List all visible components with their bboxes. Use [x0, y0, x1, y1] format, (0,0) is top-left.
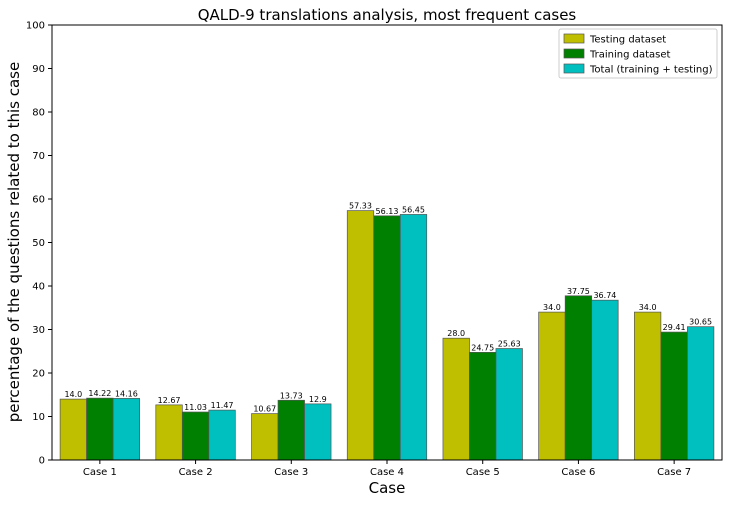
bar	[564, 295, 593, 461]
x-tick-label: Case 1	[83, 467, 117, 478]
x-tick-label: Case 5	[466, 467, 500, 478]
y-tick-label: 0	[39, 456, 45, 467]
bar-value-label: 30.65	[689, 318, 712, 327]
y-tick-label: 70	[32, 151, 45, 162]
bar	[687, 326, 715, 461]
bar-value-label: 29.41	[663, 323, 686, 332]
y-tick-label: 40	[32, 282, 45, 293]
y-tick-label: 30	[32, 325, 45, 336]
y-tick-label: 80	[32, 108, 45, 119]
bar	[181, 411, 210, 461]
bar-value-label: 13.73	[280, 391, 303, 400]
bar-value-label: 24.75	[471, 343, 494, 352]
bar-value-label: 34.0	[639, 303, 657, 312]
legend-label: Testing dataset	[589, 35, 666, 46]
legend-label: Total (training + testing)	[589, 65, 713, 76]
bar-value-label: 57.33	[349, 202, 372, 211]
legend-box	[558, 28, 718, 79]
plot-area: 14.0 12.67 10.67 57.33 28.0 34.0 34.0 14.22 11.0…	[26, 21, 723, 478]
bar	[59, 398, 87, 461]
bar	[346, 210, 375, 461]
y-tick-label: 20	[32, 369, 45, 380]
x-tick-label: Case 2	[179, 467, 213, 478]
bar-value-label: 28.0	[447, 329, 465, 338]
bar	[86, 397, 114, 461]
bar	[373, 215, 401, 461]
x-tick-label: Case 7	[657, 467, 691, 478]
bar-value-label: 25.63	[498, 340, 521, 349]
y-tick-label: 100	[26, 21, 45, 32]
bar	[591, 299, 619, 461]
x-tick-label: Case 4	[370, 467, 404, 478]
bar-value-label: 14.0	[64, 390, 82, 399]
bar-value-label: 12.9	[309, 395, 327, 404]
x-axis-label: Case	[369, 479, 406, 497]
bar-value-label: 34.0	[543, 303, 561, 312]
bar-value-label: 11.03	[184, 403, 207, 412]
legend-swatch	[563, 48, 585, 59]
bar-value-label: 56.13	[376, 207, 399, 216]
bar	[277, 399, 305, 461]
bar-value-label: 14.22	[88, 389, 111, 398]
x-tick-label: Case 6	[561, 467, 595, 478]
bar	[399, 214, 428, 461]
y-tick-label: 50	[32, 238, 45, 249]
bar-value-label: 10.67	[253, 405, 276, 414]
x-tick-label: Case 3	[274, 467, 308, 478]
bar-value-label: 36.74	[593, 291, 616, 300]
y-tick-label: 90	[32, 64, 45, 75]
chart-title: QALD-9 translations analysis, most frequ…	[198, 6, 577, 24]
bar	[208, 409, 236, 461]
bar-value-label: 14.16	[115, 389, 138, 398]
y-tick-label: 10	[32, 412, 45, 423]
y-axis-label: percentage of the questions related to t…	[5, 62, 23, 422]
bar	[112, 398, 140, 461]
legend-label: Training dataset	[589, 50, 671, 61]
bar	[442, 337, 470, 461]
bar-value-label: 11.47	[211, 401, 234, 410]
bar	[660, 331, 688, 461]
bar	[469, 351, 497, 461]
bar	[155, 404, 183, 461]
bar-value-label: 56.45	[402, 205, 425, 214]
y-tick-label: 60	[32, 195, 45, 206]
bar	[495, 348, 523, 461]
bar	[538, 311, 566, 461]
bar	[634, 311, 662, 461]
legend-swatch	[563, 63, 585, 74]
bar-value-label: 12.67	[158, 396, 181, 405]
bar-value-label: 37.75	[567, 287, 590, 296]
bar	[251, 413, 279, 461]
legend-swatch	[563, 33, 585, 44]
bar	[304, 403, 332, 461]
